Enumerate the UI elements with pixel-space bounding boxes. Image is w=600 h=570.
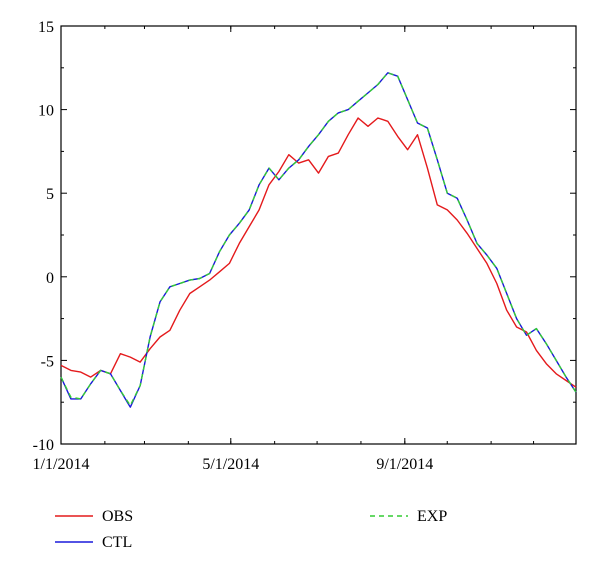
- y-tick-label: -5: [41, 353, 54, 370]
- plot-lines: [60, 72, 577, 408]
- series-line-obs: [60, 117, 577, 388]
- y-tick-label: 0: [46, 270, 54, 287]
- x-tick-label: 5/1/2014: [202, 456, 259, 473]
- y-axis: 15 10 5 0 -5 -10: [33, 19, 576, 454]
- legend: OBS CTL EXP: [55, 508, 447, 551]
- legend-label-obs: OBS: [102, 508, 133, 525]
- y-tick-label: 10: [38, 103, 54, 120]
- series-line-exp: [60, 72, 577, 407]
- y-tick-label: 15: [38, 19, 54, 36]
- x-axis: 1/1/2014 5/1/2014 9/1/2014: [33, 26, 535, 473]
- legend-label-ctl: CTL: [102, 534, 132, 551]
- series-line-ctl: [60, 72, 577, 408]
- plot-frame: [60, 25, 577, 445]
- x-tick-label: 9/1/2014: [376, 456, 433, 473]
- y-tick-label: -10: [33, 437, 54, 454]
- x-tick-label: 1/1/2014: [33, 456, 90, 473]
- y-tick-label: 5: [46, 186, 54, 203]
- legend-label-exp: EXP: [417, 508, 447, 525]
